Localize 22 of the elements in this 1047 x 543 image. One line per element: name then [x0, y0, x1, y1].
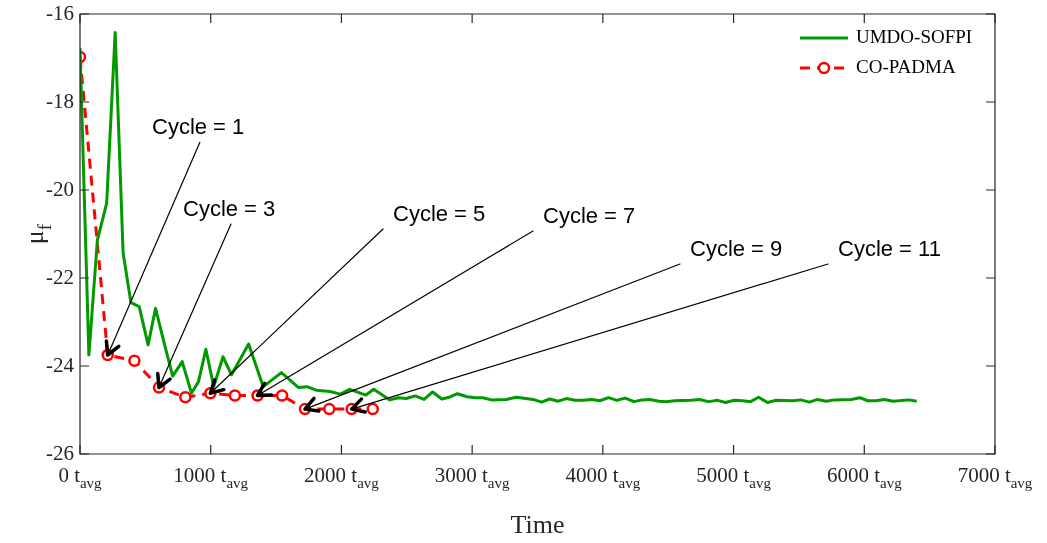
y-tick-label: -16 [46, 0, 75, 25]
y-tick-label: -18 [46, 88, 75, 113]
point [179, 390, 192, 404]
annotation: Cycle = 3 [183, 196, 276, 222]
point [275, 389, 289, 402]
legend-label: UMDO-SOFPI [856, 25, 973, 47]
point [228, 389, 242, 402]
annotation: Cycle = 11 [838, 236, 941, 262]
x-axis-title: Time [510, 509, 565, 539]
annotation: Cycle = 7 [543, 203, 636, 229]
point [323, 402, 336, 416]
y-tick-label: -24 [46, 352, 75, 377]
y-tick-label: -22 [46, 264, 75, 289]
y-axis-title: μf [19, 223, 56, 245]
y-tick-label: -20 [46, 176, 75, 201]
annotation: Cycle = 5 [393, 201, 486, 227]
y-tick-label: -26 [46, 440, 75, 465]
legend-label: CO-PADMA [856, 55, 956, 77]
annotation: Cycle = 1 [152, 114, 245, 140]
point [128, 354, 141, 367]
point [366, 402, 380, 416]
annotation: Cycle = 9 [690, 236, 783, 262]
